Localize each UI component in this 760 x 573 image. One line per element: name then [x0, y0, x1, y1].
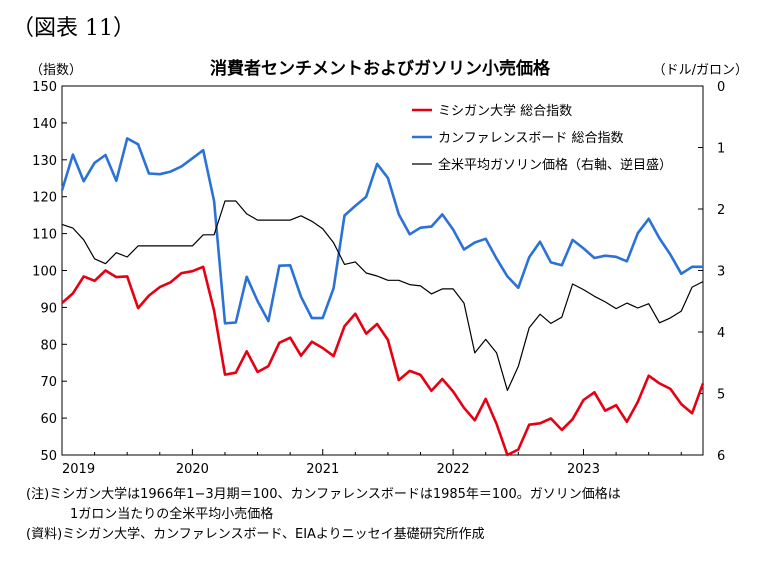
right-tick-label: 5	[717, 388, 725, 403]
x-tick-label: 2020	[176, 462, 209, 477]
left-tick-label: 90	[40, 301, 57, 316]
left-tick-label: 60	[40, 412, 57, 427]
series-line-2	[61, 200, 704, 391]
right-tick-label: 3	[717, 265, 725, 280]
x-tick-label: 2022	[437, 462, 470, 477]
notes: (注)ミシガン大学は1966年1−3月期＝100、カンファレンスボードは1985…	[26, 485, 621, 545]
right-axis-unit-label: （ドル/ガロン）	[653, 63, 748, 78]
legend-label-1: カンファレンスボード 総合指数	[438, 131, 623, 146]
series-line-1	[60, 137, 703, 325]
note-line-1: (注)ミシガン大学は1966年1−3月期＝100、カンファレンスボードは1985…	[26, 487, 621, 502]
right-tick-label: 2	[717, 203, 725, 218]
left-tick-label: 50	[40, 449, 57, 464]
chart-title: 消費者センチメントおよびガソリン小売価格	[210, 58, 551, 79]
left-tick-label: 80	[40, 338, 57, 353]
left-tick-label: 140	[32, 117, 57, 132]
right-tick-label: 6	[717, 449, 725, 464]
series-line-0	[61, 265, 705, 457]
x-tick-label: 2021	[306, 462, 339, 477]
left-tick-label: 110	[32, 228, 57, 243]
sentiment-gasoline-chart: 消費者センチメントおよびガソリン小売価格 （指数） （ドル/ガロン） 50607…	[30, 58, 748, 477]
legend-label-2: 全米平均ガソリン価格（右軸、逆目盛）	[438, 157, 672, 173]
left-tick-label: 130	[32, 154, 57, 169]
x-tick-label: 2019	[62, 462, 95, 477]
figure-label: （図表 11）	[12, 16, 135, 41]
left-tick-label: 150	[32, 80, 57, 95]
right-tick-label: 0	[717, 80, 725, 95]
legend-label-0: ミシガン大学 総合指数	[438, 103, 572, 119]
note-line-3: (資料)ミシガン大学、カンファレンスボード、EIAよりニッセイ基礎研究所作成	[26, 527, 485, 542]
right-tick-label: 1	[717, 142, 725, 157]
left-tick-label: 70	[40, 375, 57, 390]
left-tick-label: 120	[32, 191, 57, 206]
right-tick-label: 4	[717, 326, 725, 341]
left-tick-label: 100	[32, 265, 57, 280]
note-line-2: 1ガロン当たりの全米平均小売価格	[70, 507, 274, 522]
x-tick-label: 2023	[567, 462, 600, 477]
left-axis-unit-label: （指数）	[30, 63, 82, 78]
